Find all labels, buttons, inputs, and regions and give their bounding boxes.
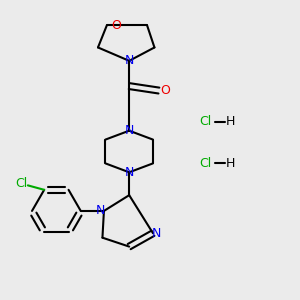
Text: Cl: Cl xyxy=(199,115,211,128)
Text: O: O xyxy=(160,84,170,97)
Text: N: N xyxy=(96,204,105,218)
Text: N: N xyxy=(124,54,134,67)
Text: N: N xyxy=(124,166,134,179)
Text: Cl: Cl xyxy=(15,177,27,190)
Text: N: N xyxy=(124,124,134,137)
Text: H: H xyxy=(226,115,236,128)
Text: H: H xyxy=(226,157,236,170)
Text: Cl: Cl xyxy=(199,157,211,170)
Text: O: O xyxy=(111,19,121,32)
Text: N: N xyxy=(151,227,160,240)
